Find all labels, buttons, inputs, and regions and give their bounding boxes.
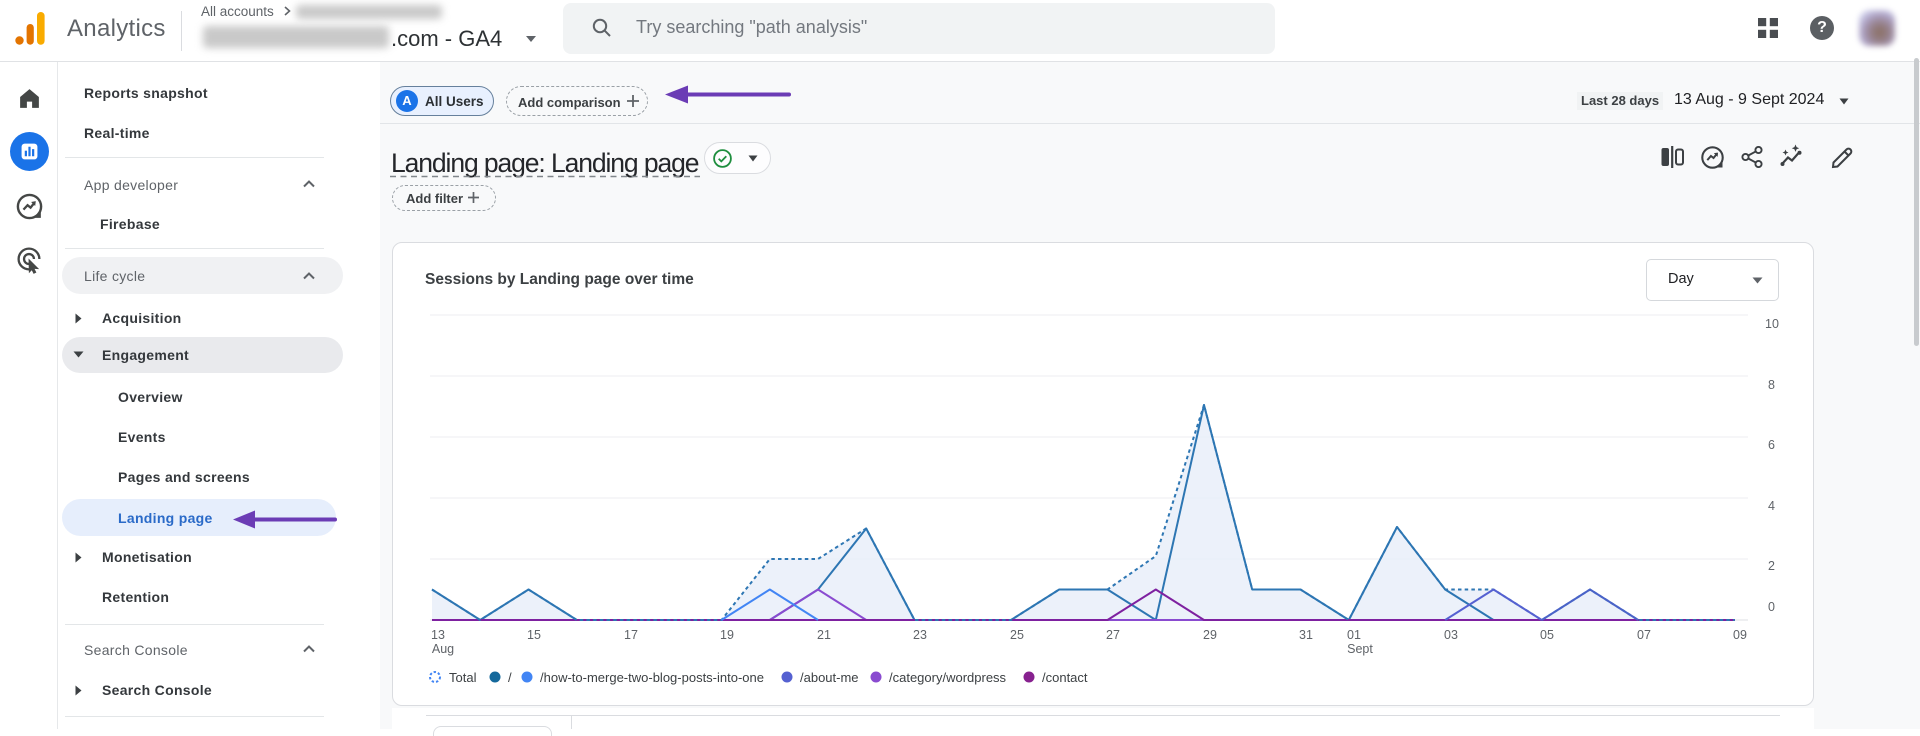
svg-text:01: 01 bbox=[1347, 628, 1361, 642]
svg-text:6: 6 bbox=[1768, 438, 1775, 452]
svg-text:27: 27 bbox=[1106, 628, 1120, 642]
svg-text:15: 15 bbox=[527, 628, 541, 642]
svg-text:19: 19 bbox=[720, 628, 734, 642]
svg-text:10: 10 bbox=[1765, 317, 1779, 331]
svg-text:Sept: Sept bbox=[1347, 642, 1373, 656]
svg-text:2: 2 bbox=[1768, 559, 1775, 573]
svg-text:0: 0 bbox=[1768, 600, 1775, 614]
svg-text:/contact: /contact bbox=[1042, 670, 1088, 685]
svg-text:/how-to-merge-two-blog-posts-i: /how-to-merge-two-blog-posts-into-one bbox=[540, 670, 764, 685]
svg-text:05: 05 bbox=[1540, 628, 1554, 642]
svg-text:29: 29 bbox=[1203, 628, 1217, 642]
svg-text:/about-me: /about-me bbox=[800, 670, 859, 685]
svg-text:03: 03 bbox=[1444, 628, 1458, 642]
svg-text:31: 31 bbox=[1299, 628, 1313, 642]
svg-text:4: 4 bbox=[1768, 499, 1775, 513]
svg-text:21: 21 bbox=[817, 628, 831, 642]
svg-text:/category/wordpress: /category/wordpress bbox=[889, 670, 1007, 685]
svg-text:07: 07 bbox=[1637, 628, 1651, 642]
svg-text:/: / bbox=[508, 670, 512, 685]
svg-text:25: 25 bbox=[1010, 628, 1024, 642]
svg-text:13: 13 bbox=[431, 628, 445, 642]
svg-text:09: 09 bbox=[1733, 628, 1747, 642]
svg-text:8: 8 bbox=[1768, 378, 1775, 392]
svg-text:17: 17 bbox=[624, 628, 638, 642]
svg-text:Total: Total bbox=[449, 670, 477, 685]
svg-text:23: 23 bbox=[913, 628, 927, 642]
svg-text:Aug: Aug bbox=[432, 642, 454, 656]
